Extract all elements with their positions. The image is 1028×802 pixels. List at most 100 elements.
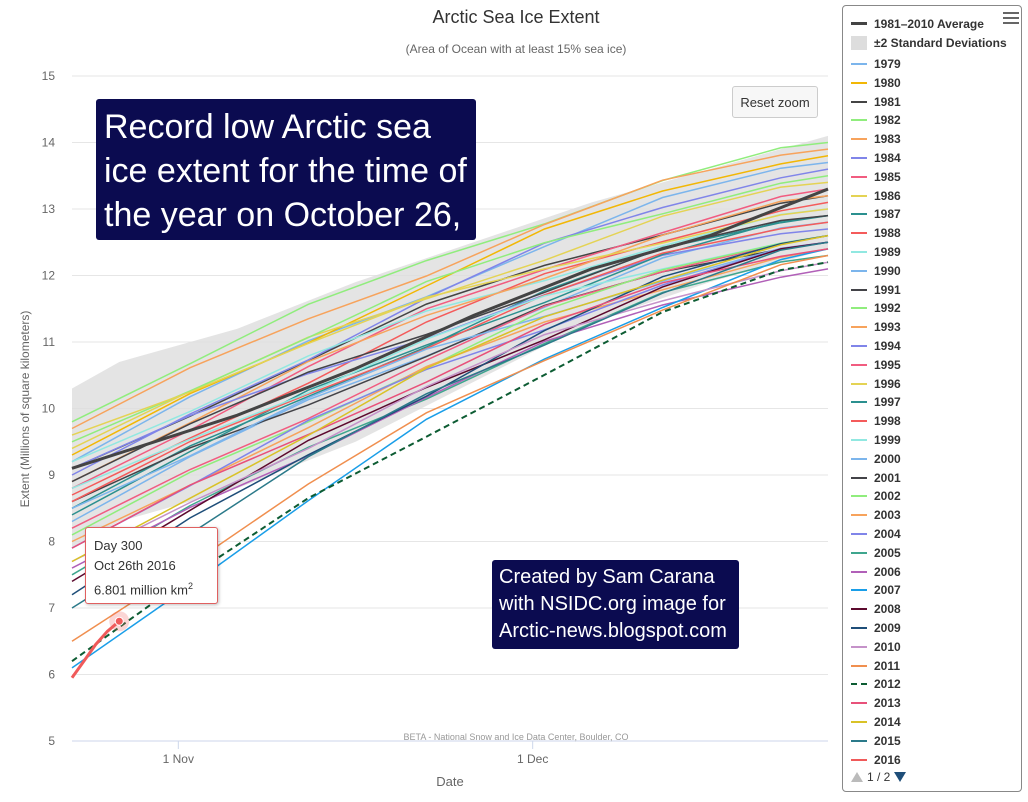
- legend-label: 1986: [874, 188, 901, 203]
- legend-item-1979[interactable]: 1979: [851, 55, 901, 73]
- tooltip-value-row: 6.801 million km2: [94, 576, 209, 600]
- legend-label: 2013: [874, 696, 901, 711]
- series-line-1981: [71, 194, 829, 470]
- legend-item-1994[interactable]: 1994: [851, 337, 901, 355]
- y-tick-label: 6: [48, 668, 55, 682]
- legend-item-2004[interactable]: 2004: [851, 525, 901, 543]
- legend-label: 2007: [874, 583, 901, 598]
- legend-item-1985[interactable]: 1985: [851, 168, 901, 186]
- legend-symbol: [851, 659, 867, 673]
- pager-up-icon[interactable]: [851, 772, 863, 782]
- legend-symbol: [851, 546, 867, 560]
- legend-item-1997[interactable]: 1997: [851, 393, 901, 411]
- legend-symbol: [851, 245, 867, 259]
- legend-item-1988[interactable]: 1988: [851, 224, 901, 242]
- series-line-1998: [71, 221, 829, 503]
- legend-label: 1992: [874, 301, 901, 316]
- legend-item-2011[interactable]: 2011: [851, 657, 900, 675]
- credit-annotation: Created by Sam Carana with NSIDC.org ima…: [492, 560, 739, 649]
- legend-symbol: [851, 583, 867, 597]
- legend-label: 2014: [874, 715, 901, 729]
- legend-item-2009[interactable]: 2009: [851, 619, 901, 637]
- legend-item-1991[interactable]: 1991: [851, 281, 901, 299]
- legend-item-1998[interactable]: 1998: [851, 412, 901, 430]
- series-line-1980: [71, 155, 829, 456]
- legend-symbol: [851, 621, 867, 635]
- legend-symbol: [851, 508, 867, 522]
- axes: 5 6 7 8 9 10 11 12 13 14 15 1 Nov 1 Dec: [42, 69, 828, 766]
- legend-item-1987[interactable]: 1987: [851, 205, 901, 223]
- tooltip-unit-sup: 2: [187, 581, 193, 591]
- legend-label: 2000: [874, 451, 901, 466]
- legend-item-2003[interactable]: 2003: [851, 506, 901, 524]
- legend-item-1992[interactable]: 1992: [851, 299, 901, 317]
- legend-item-2000[interactable]: 2000: [851, 450, 901, 468]
- reset-zoom-button[interactable]: Reset zoom: [732, 86, 818, 118]
- legend-label: 2001: [874, 470, 901, 485]
- legend-label: 2003: [874, 508, 901, 523]
- legend-item-1996[interactable]: 1996: [851, 375, 901, 393]
- legend-label: 1988: [874, 226, 901, 241]
- legend-label: 1994: [874, 339, 901, 353]
- legend-label: 1981–2010 Average: [874, 17, 984, 31]
- legend-symbol: [851, 565, 867, 579]
- legend-label: 1982: [874, 113, 901, 128]
- legend-item-2013[interactable]: 2013: [851, 694, 901, 712]
- legend-item-2014[interactable]: 2014: [851, 713, 901, 731]
- legend-item-2015[interactable]: 2015: [851, 732, 901, 750]
- legend-symbol: [851, 113, 867, 127]
- legend-label: 1983: [874, 132, 901, 147]
- legend-symbol: [851, 17, 867, 31]
- legend-symbol: [851, 57, 867, 71]
- legend-item-1993[interactable]: 1993: [851, 318, 901, 336]
- series-line-2013: [71, 248, 829, 549]
- legend-item-2006[interactable]: 2006: [851, 563, 901, 581]
- legend-symbol: [851, 414, 867, 428]
- legend-item-2008[interactable]: 2008: [851, 600, 901, 618]
- legend-item-1984[interactable]: 1984: [851, 149, 901, 167]
- legend-item-1983[interactable]: 1983: [851, 130, 901, 148]
- legend-item-1989[interactable]: 1989: [851, 243, 901, 261]
- legend-item-1980[interactable]: 1980: [851, 74, 901, 92]
- legend-symbol: [851, 226, 867, 240]
- legend-symbol: [851, 301, 867, 315]
- y-axis-label: Extent (Millions of square kilometers): [18, 311, 32, 508]
- tooltip-value: 6.801 million km: [94, 582, 188, 598]
- legend-symbol: [851, 640, 867, 654]
- legend-item-2005[interactable]: 2005: [851, 544, 901, 562]
- legend-item-2001[interactable]: 2001: [851, 469, 901, 487]
- legend-label: 2008: [874, 602, 901, 617]
- legend-item-1995[interactable]: 1995: [851, 356, 901, 374]
- x-tick-label: 1 Dec: [517, 752, 548, 766]
- legend-item-1999[interactable]: 1999: [851, 431, 901, 449]
- legend-item-1982[interactable]: 1982: [851, 111, 901, 129]
- series-line-1997: [71, 214, 829, 516]
- legend-item-1981[interactable]: 1981: [851, 93, 901, 111]
- legend-symbol: [851, 471, 867, 485]
- legend-label: ±2 Standard Deviations: [874, 36, 1007, 50]
- legend-label: 1995: [874, 357, 901, 372]
- legend-item-average[interactable]: 1981–2010 Average: [851, 15, 984, 33]
- legend-symbol: [851, 151, 867, 165]
- pager-down-icon[interactable]: [894, 772, 907, 782]
- legend-item-2012[interactable]: 2012: [851, 675, 901, 693]
- legend-item-1990[interactable]: 1990: [851, 262, 901, 280]
- legend-symbol: [851, 734, 867, 748]
- legend-item-2002[interactable]: 2002: [851, 487, 901, 505]
- legend-item-2007[interactable]: 2007: [851, 581, 901, 599]
- legend-label: 2011: [874, 658, 901, 673]
- legend-item-2016[interactable]: 2016: [851, 751, 901, 769]
- legend-label: 1979: [874, 57, 901, 71]
- legend-symbol: [851, 132, 867, 146]
- pager-text: 1 / 2: [867, 770, 891, 784]
- headline-annotation: Record low Arctic sea ice extent for the…: [96, 99, 476, 278]
- legend-item-2010[interactable]: 2010: [851, 638, 901, 656]
- marker-dot[interactable]: [114, 616, 124, 626]
- legend-symbol: [851, 753, 867, 767]
- average-line: [71, 187, 829, 470]
- menu-icon[interactable]: [1003, 12, 1019, 24]
- legend-item-1986[interactable]: 1986: [851, 187, 901, 205]
- legend-label: 1991: [874, 282, 901, 297]
- legend-item-std[interactable]: ±2 Standard Deviations: [851, 34, 1007, 52]
